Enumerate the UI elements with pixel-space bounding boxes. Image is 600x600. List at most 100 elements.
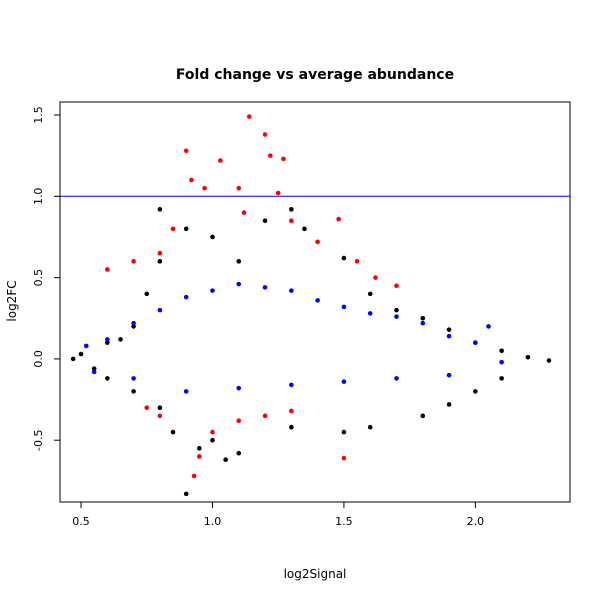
- data-point: [281, 156, 286, 162]
- data-point: [394, 283, 399, 289]
- data-point: [236, 418, 242, 423]
- data-point: [218, 158, 223, 163]
- data-point: [91, 366, 97, 371]
- data-point: [446, 333, 452, 339]
- data-point: [525, 354, 531, 360]
- data-point: [241, 210, 247, 215]
- data-point: [262, 218, 268, 223]
- x-axis: 0.5 1.0 1.5 2.0: [72, 501, 485, 528]
- data-point: [354, 259, 360, 264]
- data-point: [210, 437, 215, 443]
- data-point: [341, 255, 347, 261]
- x-tick-label: 1.5: [335, 515, 353, 528]
- data-point: [499, 348, 504, 354]
- data-point: [341, 429, 347, 435]
- data-point: [105, 340, 110, 345]
- data-point: [236, 185, 242, 191]
- y-tick-label: 1.5: [32, 106, 45, 124]
- data-point: [78, 351, 84, 357]
- x-axis-label: log2Signal: [284, 567, 347, 581]
- data-point: [262, 285, 268, 290]
- data-point: [144, 405, 150, 410]
- data-point: [91, 369, 97, 375]
- data-point: [420, 413, 426, 419]
- data-point: [157, 207, 163, 212]
- chart-title: Fold change vs average abundance: [176, 67, 454, 83]
- x-tick-label: 1.0: [204, 515, 222, 528]
- data-point: [157, 413, 163, 419]
- data-point: [131, 259, 136, 264]
- data-point: [183, 491, 189, 497]
- data-point: [394, 376, 399, 381]
- data-point: [473, 389, 478, 394]
- data-point: [183, 389, 189, 394]
- x-tick-label: 0.5: [72, 515, 90, 528]
- data-point: [289, 218, 294, 223]
- data-point: [183, 226, 189, 232]
- data-point: [420, 320, 426, 326]
- data-point: [183, 148, 189, 154]
- data-point: [236, 385, 242, 391]
- data-point: [170, 429, 176, 435]
- data-point: [157, 259, 163, 264]
- y-tick-label: 0.5: [32, 269, 45, 287]
- data-point: [275, 190, 281, 196]
- y-axis: -0.5 0.0 0.5 1.0 1.5: [32, 106, 61, 451]
- data-point: [131, 320, 136, 326]
- y-axis-label: log2FC: [5, 280, 19, 321]
- data-point: [262, 413, 268, 419]
- data-point: [210, 429, 215, 435]
- data-point: [246, 114, 252, 119]
- data-point: [131, 324, 136, 329]
- data-point: [197, 446, 202, 451]
- data-point: [189, 177, 194, 183]
- data-point: [289, 408, 294, 414]
- plot-frame: [59, 101, 571, 503]
- series-2: [105, 114, 399, 479]
- data-point: [262, 132, 268, 137]
- data-point: [336, 216, 341, 222]
- series-1: [83, 281, 504, 394]
- data-point: [236, 450, 242, 456]
- data-point: [446, 402, 452, 407]
- data-point: [446, 372, 452, 378]
- data-point: [499, 376, 504, 381]
- data-point: [341, 304, 347, 310]
- y-tick-label: 1.0: [32, 188, 45, 206]
- data-point: [144, 291, 150, 297]
- data-point: [183, 294, 189, 300]
- data-point: [70, 356, 76, 362]
- data-point: [236, 281, 242, 287]
- data-point: [210, 288, 215, 293]
- data-point: [202, 185, 207, 191]
- data-point: [131, 389, 136, 394]
- y-tick-label: -0.5: [32, 429, 45, 450]
- data-point: [289, 382, 294, 388]
- data-point: [315, 239, 320, 245]
- data-point: [157, 405, 163, 410]
- data-point: [341, 379, 347, 384]
- data-point: [367, 424, 373, 430]
- data-point: [105, 267, 110, 272]
- data-point: [289, 424, 294, 430]
- data-point: [197, 454, 202, 459]
- data-point: [223, 457, 228, 463]
- data-point: [289, 207, 294, 212]
- data-point: [83, 343, 89, 349]
- data-point: [157, 250, 163, 256]
- series-0: [70, 207, 552, 497]
- data-point: [105, 376, 110, 381]
- data-point: [394, 314, 399, 319]
- data-point: [118, 337, 123, 342]
- plot-area: [60, 114, 570, 497]
- x-tick-label: 2.0: [467, 515, 485, 528]
- data-point: [486, 324, 491, 329]
- data-point: [499, 359, 504, 365]
- data-point: [446, 327, 452, 332]
- data-point: [170, 226, 176, 232]
- data-point: [546, 358, 552, 363]
- data-point: [302, 226, 307, 232]
- data-point: [289, 288, 294, 293]
- data-point: [341, 455, 347, 461]
- data-point: [268, 153, 273, 158]
